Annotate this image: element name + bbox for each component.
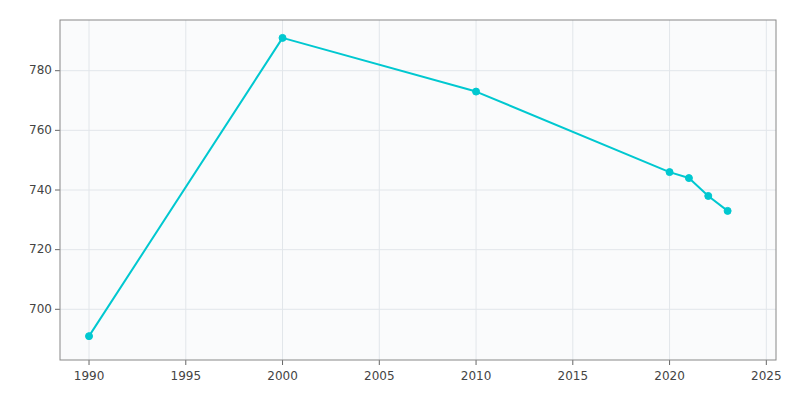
x-grid-line	[476, 20, 477, 360]
x-tick	[379, 360, 380, 365]
data	[86, 34, 732, 339]
x-tick	[766, 360, 767, 365]
y-grid-line	[60, 130, 776, 131]
grid	[60, 20, 776, 360]
y-tick-label: 720	[29, 242, 52, 256]
plot-frame	[60, 20, 776, 360]
x-tick	[282, 360, 283, 365]
data-point	[705, 192, 712, 199]
x-tick	[669, 360, 670, 365]
plot-background	[60, 20, 776, 360]
chart-container: 700 720 740 760 780 1990 1995 2000 2005 2010 2015 2…	[0, 0, 800, 400]
data-point	[473, 88, 480, 95]
x-grid-line	[282, 20, 283, 360]
y-tick	[55, 130, 60, 131]
y-tick-label: 760	[29, 123, 52, 137]
x-tick-label: 2010	[461, 369, 492, 383]
y-grid-line	[60, 249, 776, 250]
x-tick-label: 1990	[74, 369, 105, 383]
y-grid-line	[60, 70, 776, 71]
y-tick-label: 740	[29, 183, 52, 197]
x-grid-line	[185, 20, 186, 360]
y-tick-label: 700	[29, 302, 52, 316]
data-point	[279, 34, 286, 41]
x-tick-label: 2000	[267, 369, 298, 383]
x-tick-label: 2025	[751, 369, 782, 383]
y-grid-line	[60, 190, 776, 191]
x-grid-line	[89, 20, 90, 360]
x-grid-line	[766, 20, 767, 360]
x-tick-label: 2005	[364, 369, 395, 383]
x-grid-line	[572, 20, 573, 360]
data-point	[666, 169, 673, 176]
y-tick	[55, 190, 60, 191]
x-grid-line	[669, 20, 670, 360]
chart-svg: 700 720 740 760 780 1990 1995 2000 2005 2010 2015 2…	[0, 0, 800, 400]
data-line	[89, 38, 728, 336]
y-tick	[55, 249, 60, 250]
data-point	[86, 333, 93, 340]
y-tick	[55, 309, 60, 310]
x-tick	[89, 360, 90, 365]
x-tick	[476, 360, 477, 365]
x-grid-line	[379, 20, 380, 360]
y-grid-line	[60, 309, 776, 310]
y-tick	[55, 70, 60, 71]
data-point	[724, 207, 731, 214]
x-tick	[185, 360, 186, 365]
axes: 700 720 740 760 780 1990 1995 2000 2005 2010 2015 2…	[29, 20, 782, 383]
x-tick	[572, 360, 573, 365]
data-point	[685, 175, 692, 182]
y-tick-label: 780	[29, 63, 52, 77]
x-tick-label: 2020	[654, 369, 685, 383]
x-tick-label: 2015	[558, 369, 589, 383]
x-tick-label: 1995	[171, 369, 202, 383]
